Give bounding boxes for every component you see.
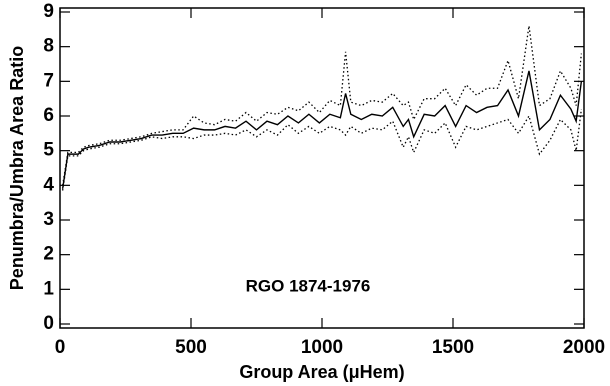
x-tick-label: 1500 [432,337,474,358]
y-tick-label: 2 [43,244,54,265]
data-line [61,70,583,189]
x-axis-label: Group Area (μHem) [239,362,404,382]
data-line [61,25,583,186]
y-tick-label: 9 [43,1,54,22]
data-line [61,108,583,191]
x-tick-label: 0 [55,337,66,358]
y-tick-label: 7 [43,70,54,91]
y-tick-label: 0 [43,313,54,334]
y-tick-label: 8 [43,36,54,57]
x-tick-label: 2000 [563,337,605,358]
y-tick-label: 6 [43,105,54,126]
y-tick-label: 4 [43,174,54,195]
y-tick-label: 5 [43,140,54,161]
y-tick-label: 1 [43,278,54,299]
x-tick-label: 1000 [301,337,343,358]
y-tick-label: 3 [43,209,54,230]
x-tick-label: 500 [175,337,207,358]
annotation: RGO 1874-1976 [246,276,371,295]
y-axis-label: Penumbra/Umbra Area Ratio [7,46,27,290]
